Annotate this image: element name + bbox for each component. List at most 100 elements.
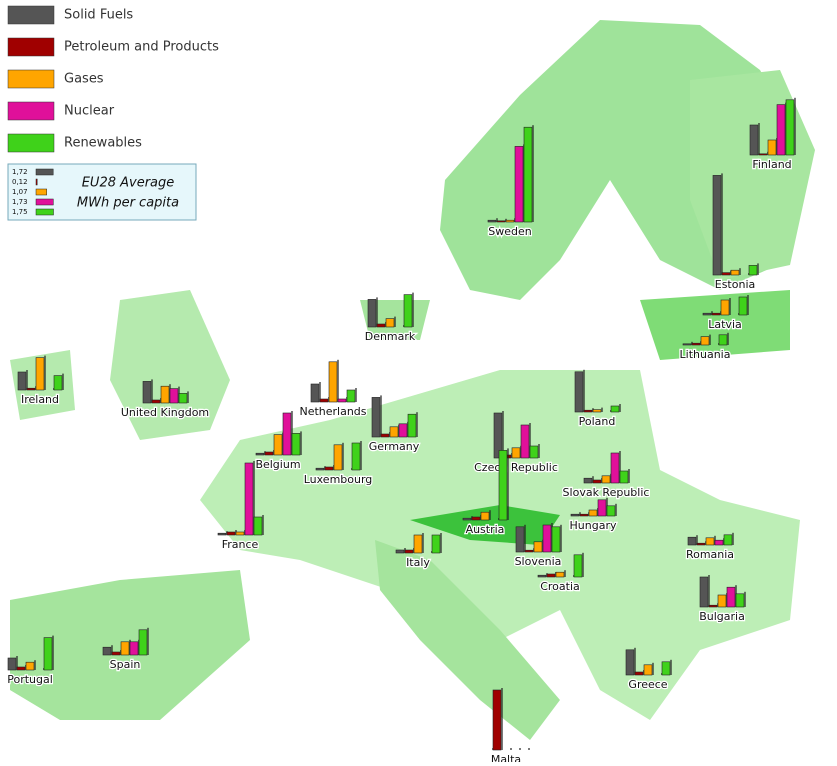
bar-side [300, 431, 302, 455]
bar-side [507, 448, 509, 520]
country-label: Denmark [365, 330, 416, 343]
bar-side [601, 407, 603, 412]
legend-swatch [7, 69, 55, 89]
bar-side [394, 316, 396, 327]
bar-side [147, 627, 149, 655]
country-label: Slovenia [515, 555, 562, 568]
bar-side [564, 570, 566, 577]
bar [244, 462, 254, 536]
bar [492, 689, 502, 751]
bar-side [529, 423, 531, 458]
bar-side [582, 552, 584, 577]
bar [583, 409, 593, 413]
bar-side [337, 359, 339, 402]
bar [498, 450, 508, 521]
bar-side [440, 533, 442, 553]
bar [579, 513, 589, 517]
bar-side [519, 748, 521, 750]
bar [555, 571, 565, 578]
bar [25, 661, 35, 671]
average-bar [35, 188, 47, 196]
bar [738, 296, 748, 316]
country-label: France [222, 538, 259, 551]
legend-swatch [7, 37, 55, 57]
bar [711, 312, 721, 316]
bar [310, 383, 320, 403]
bar [462, 517, 472, 521]
bar [721, 272, 731, 276]
bar [217, 532, 227, 536]
bar [776, 104, 786, 156]
bar-side [34, 660, 36, 670]
legend-swatch [7, 101, 55, 121]
average-value-label: 0,12 [12, 178, 28, 186]
bar-side [747, 295, 749, 315]
bar-side [583, 369, 585, 412]
country-label: Luxembourg [304, 473, 373, 486]
bar [151, 399, 161, 404]
country-label: Sweden [488, 225, 531, 238]
bar [720, 299, 730, 316]
bar-side [619, 451, 621, 483]
legend-label: Solid Fuels [64, 8, 133, 23]
bar-side [652, 662, 654, 675]
bar [371, 397, 381, 438]
bar [431, 534, 441, 554]
country-label: Malta [491, 753, 521, 762]
bar-side [416, 412, 418, 437]
bar [610, 405, 620, 413]
bar-side [502, 411, 504, 458]
bar [226, 531, 236, 536]
average-value-label: 1,72 [12, 168, 28, 176]
country-label: Latvia [708, 318, 742, 331]
bar [380, 433, 390, 438]
bar [551, 526, 561, 553]
country-label: Finland [752, 158, 791, 171]
bar-side [739, 268, 741, 275]
bar [319, 398, 329, 403]
country-label: Croatia [540, 580, 580, 593]
country-label: Spain [110, 658, 141, 671]
bar-side [111, 645, 113, 655]
bar-side [727, 332, 729, 345]
bar [169, 388, 179, 404]
bar-side [187, 391, 189, 403]
bar [767, 139, 777, 156]
bar [643, 664, 653, 676]
bar [546, 573, 556, 578]
bar [324, 466, 334, 471]
bar-side [412, 292, 414, 327]
land [10, 20, 815, 740]
bar [385, 318, 395, 328]
bar-side [757, 263, 759, 275]
bar-side [615, 503, 617, 516]
bar-side [709, 334, 711, 345]
country-label: Greece [628, 678, 667, 691]
bar [712, 175, 722, 276]
bar-side [489, 510, 491, 520]
bar [403, 294, 413, 328]
bar [120, 641, 130, 656]
bar [142, 381, 152, 404]
bar [253, 516, 263, 536]
bar-side [44, 355, 46, 390]
country-label: Germany [369, 440, 420, 453]
bar [661, 661, 671, 676]
bar-side [262, 515, 264, 535]
legend-swatch [7, 5, 55, 25]
bar [351, 442, 361, 471]
legend-swatch [7, 133, 55, 153]
bar [160, 385, 170, 404]
bar [625, 649, 635, 676]
bar [487, 219, 497, 223]
bar-side [422, 533, 424, 553]
bar [619, 470, 629, 484]
bar-side [744, 591, 746, 607]
bar [718, 334, 728, 346]
country-label: Hungary [570, 519, 617, 532]
bar-side [376, 297, 378, 327]
bar [730, 269, 740, 276]
country-label: Czech Republic [474, 461, 558, 474]
bar [333, 444, 343, 471]
bar [592, 409, 602, 413]
